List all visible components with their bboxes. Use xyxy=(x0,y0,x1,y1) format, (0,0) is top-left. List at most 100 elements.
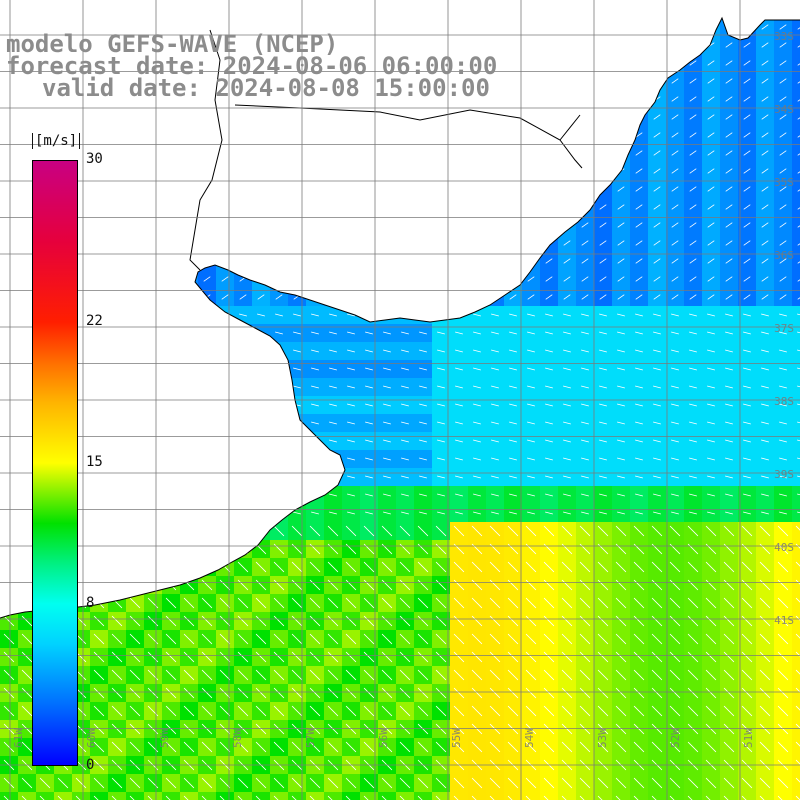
wind-cell xyxy=(792,684,800,702)
wind-arrow xyxy=(579,561,591,573)
wind-arrow xyxy=(509,475,517,479)
wind-cell xyxy=(72,792,90,800)
wind-arrow xyxy=(347,511,355,515)
wind-arrow xyxy=(237,561,249,573)
wind-arrow xyxy=(473,367,481,371)
wind-arrow xyxy=(779,240,787,246)
wind-arrow xyxy=(543,651,555,663)
wind-arrow xyxy=(635,367,643,371)
wind-arrow xyxy=(363,525,375,537)
wind-arrow xyxy=(597,777,609,789)
wind-arrow xyxy=(491,439,499,443)
wind-arrow xyxy=(183,651,195,663)
wind-arrow xyxy=(237,615,249,627)
valid-date: valid date: 2024-08-08 15:00:00 xyxy=(42,74,490,102)
wind-arrow xyxy=(473,313,481,317)
wind-arrow xyxy=(777,597,789,609)
wind-arrow xyxy=(203,276,211,282)
wind-arrow xyxy=(653,186,661,192)
latitude-label: 38S xyxy=(774,395,794,408)
legend-unit: [m/s] xyxy=(32,133,81,149)
wind-arrow xyxy=(237,777,249,789)
wind-arrow xyxy=(273,795,279,800)
wind-arrow xyxy=(779,457,787,461)
wind-cell xyxy=(792,594,800,612)
wind-arrow xyxy=(21,651,33,663)
wind-arrow xyxy=(707,421,715,425)
wind-arrow xyxy=(651,633,663,645)
wind-arrow xyxy=(363,687,375,699)
wind-arrow xyxy=(653,313,661,317)
wind-arrow xyxy=(759,741,771,753)
wind-cell xyxy=(720,792,738,800)
wind-arrow xyxy=(327,579,339,591)
wind-arrow xyxy=(383,349,391,353)
wind-arrow xyxy=(563,349,571,353)
wind-arrow xyxy=(545,493,553,497)
wind-arrow xyxy=(581,439,589,443)
wind-arrow xyxy=(417,615,429,627)
wind-arrow xyxy=(723,705,735,717)
wind-arrow xyxy=(797,207,800,210)
wind-arrow xyxy=(759,633,771,645)
wind-arrow xyxy=(363,705,375,717)
wind-arrow xyxy=(543,723,555,735)
wind-arrow xyxy=(455,493,463,497)
wind-arrow xyxy=(507,651,519,663)
wind-arrow xyxy=(743,168,751,174)
wind-arrow xyxy=(579,525,591,537)
wind-arrow xyxy=(743,204,751,210)
wind-cell xyxy=(792,198,800,216)
wind-arrow xyxy=(561,795,567,800)
wind-arrow xyxy=(671,475,679,479)
wind-arrow xyxy=(561,741,573,753)
wind-arrow xyxy=(797,135,800,138)
wind-arrow xyxy=(615,741,627,753)
wind-arrow xyxy=(345,795,351,800)
wind-arrow xyxy=(761,511,769,515)
wind-arrow xyxy=(165,597,177,609)
latitude-label: 41S xyxy=(774,614,794,627)
wind-cell xyxy=(792,774,800,792)
wind-arrow xyxy=(201,687,213,699)
wind-arrow xyxy=(561,525,573,537)
wind-arrow xyxy=(797,99,800,102)
wind-arrow xyxy=(761,24,769,30)
wind-arrow xyxy=(797,457,800,460)
wind-arrow xyxy=(795,669,800,675)
wind-cell xyxy=(792,576,800,594)
wind-arrow xyxy=(237,723,249,735)
wind-arrow xyxy=(725,493,733,497)
wind-arrow xyxy=(545,511,553,515)
latitude-label: 34S xyxy=(774,103,794,116)
wind-arrow xyxy=(525,795,531,800)
wind-cell xyxy=(792,324,800,342)
wind-arrow xyxy=(329,511,337,515)
wind-arrow xyxy=(291,705,303,717)
wind-arrow xyxy=(761,331,769,335)
wind-arrow xyxy=(561,633,573,645)
wind-arrow xyxy=(797,117,800,120)
wind-arrow xyxy=(725,240,733,246)
wind-arrow xyxy=(687,741,699,753)
wind-arrow xyxy=(327,723,339,735)
wind-arrow xyxy=(219,777,231,789)
wind-arrow xyxy=(401,439,409,443)
wind-arrow xyxy=(615,579,627,591)
wind-arrow xyxy=(761,457,769,461)
wind-arrow xyxy=(761,403,769,407)
wind-arrow xyxy=(795,651,800,657)
wind-arrow xyxy=(669,579,681,591)
wind-arrow xyxy=(653,493,661,497)
wind-arrow xyxy=(543,741,555,753)
wind-arrow xyxy=(615,597,627,609)
wind-arrow xyxy=(417,687,429,699)
wind-arrow xyxy=(563,294,571,300)
wind-arrow xyxy=(635,385,643,389)
wind-arrow xyxy=(723,669,735,681)
wind-arrow xyxy=(365,403,373,407)
wind-arrow xyxy=(615,705,627,717)
wind-arrow xyxy=(707,96,715,102)
wind-arrow xyxy=(635,150,643,156)
wind-cell xyxy=(774,792,792,800)
